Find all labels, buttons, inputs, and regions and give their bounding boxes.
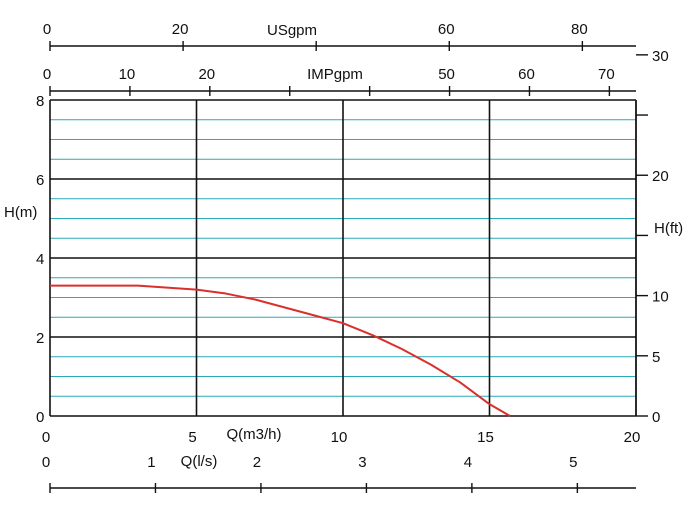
curve-layer — [50, 284, 511, 417]
y-tick-label: 0 — [36, 409, 44, 426]
ls-axis-title: Q(l/s) — [181, 453, 218, 470]
usgpm-tick-label: 80 — [571, 21, 588, 38]
usgpm-axis-title: USgpm — [267, 22, 317, 39]
impgpm-tick-label: 20 — [198, 66, 215, 83]
usgpm-tick-label: 60 — [438, 21, 455, 38]
x-tick-label: 20 — [624, 429, 641, 446]
hft-tick-label: 10 — [652, 289, 669, 306]
ls-tick-label: 2 — [253, 454, 261, 471]
ls-tick-label: 3 — [358, 454, 366, 471]
impgpm-tick-label: 0 — [43, 66, 51, 83]
ls-tick-label: 5 — [569, 454, 577, 471]
usgpm-tick-label: 20 — [172, 21, 189, 38]
impgpm-axis-title: IMPgpm — [307, 66, 363, 83]
ls-tick-label: 4 — [464, 454, 472, 471]
y-axis-title: H(m) — [4, 204, 37, 221]
y-tick-label: 8 — [36, 93, 44, 110]
impgpm-tick-label: 50 — [438, 66, 455, 83]
ls-tick-label: 1 — [147, 454, 155, 471]
major-gridlines — [49, 99, 637, 417]
y2-axis-title: H(ft) — [654, 220, 683, 237]
y-tick-label: 6 — [36, 172, 44, 189]
x-tick-label: 10 — [331, 429, 348, 446]
x-tick-label: 15 — [477, 429, 494, 446]
x-tick-label: 5 — [188, 429, 196, 446]
impgpm-tick-label: 70 — [598, 66, 615, 83]
hft-tick-label: 20 — [652, 168, 669, 185]
hq-curve-line — [50, 284, 511, 417]
y-tick-label: 2 — [36, 330, 44, 347]
hft-tick-label: 5 — [652, 349, 660, 366]
ls-tick-label: 0 — [42, 454, 50, 471]
x-tick-label: 0 — [42, 429, 50, 446]
hft-tick-label: 0 — [652, 409, 660, 426]
y-tick-label: 4 — [36, 251, 44, 268]
hft-tick-label: 30 — [652, 48, 669, 65]
usgpm-tick-label: 0 — [43, 21, 51, 38]
x-axis-title: Q(m3/h) — [226, 426, 281, 443]
impgpm-tick-label: 60 — [518, 66, 535, 83]
impgpm-tick-label: 10 — [119, 66, 136, 83]
